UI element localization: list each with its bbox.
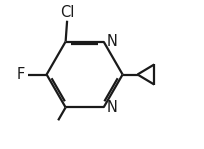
Text: F: F: [16, 67, 24, 82]
Text: Cl: Cl: [60, 4, 74, 20]
Text: N: N: [106, 100, 117, 115]
Text: N: N: [106, 34, 117, 49]
